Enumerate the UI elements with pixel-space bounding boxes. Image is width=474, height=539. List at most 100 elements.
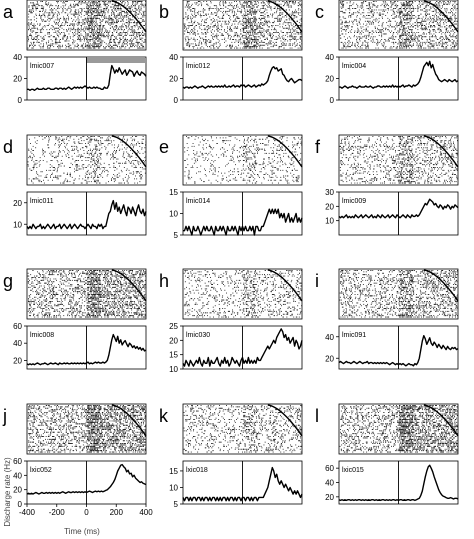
y-tick-label: 40 [13,339,22,348]
y-tick-label: 40 [325,53,334,62]
panel-c: c lmic004 0 20 40 [315,0,459,105]
panel-g: g lmic008 20 40 60 [3,268,147,370]
raster-dots [27,136,147,184]
y-tick-label: 60 [13,322,22,331]
panel-i: i lmic091 20 40 [315,268,459,370]
y-tick-label: 30 [325,188,334,197]
y-tick-label: 20 [325,202,334,211]
onset-curve [423,404,459,437]
y-tick-label: 40 [13,471,22,480]
psth-series-line [26,199,147,230]
psth-series-line [182,65,303,89]
y-tick-label: 15 [169,188,178,197]
raster-dots [183,270,303,318]
x-axis-label: Time (ms) [64,527,100,536]
y-tick-label: 10 [325,217,334,226]
psth-series-line [338,464,459,502]
psth-series-line [182,466,303,502]
unit-label: lmic008 [30,332,54,339]
panel-letter: l [315,406,319,426]
psth-series-line [183,208,303,236]
raster-dots [183,405,303,453]
y-tick-label: 0 [18,500,23,509]
unit-label: lmic030 [186,332,210,339]
x-tick-label: -200 [49,508,66,517]
onset-curve [111,135,147,168]
panel-e: e lmic014 5 10 15 [159,134,303,240]
y-tick-label: 40 [325,333,334,342]
y-tick-label: 20 [169,75,178,84]
panel-b: b lmic012 0 20 40 [159,0,303,105]
panel-letter: k [159,406,169,426]
panel-letter: c [315,2,324,22]
raster-dots [339,1,459,49]
panel-d: d lmic011 10 20 [3,134,147,236]
y-tick-label: 20 [13,486,22,495]
y-tick-label: 60 [13,457,22,466]
y-tick-label: 10 [13,220,22,229]
y-tick-label: 5 [174,500,179,509]
onset-curve [267,404,303,437]
x-tick-label: -400 [19,508,36,517]
y-tick-label: 20 [169,336,178,345]
panel-letter: f [315,137,321,157]
stimulus-bar [86,58,146,63]
onset-curve [267,135,303,168]
y-tick-label: 20 [13,356,22,365]
unit-label: lmic004 [342,63,366,70]
unit-label: lmic011 [30,198,54,205]
psth-series-line [182,328,303,367]
panel-letter: a [3,2,14,22]
panels-layer: a lmic007 0 20 40 b lmic012 0 20 40 c lmic004 0 20 40 d… [2,0,459,517]
y-tick-label: 20 [13,199,22,208]
onset-curve [267,269,303,302]
psth-series-line [26,333,147,366]
y-tick-label: 10 [169,365,178,374]
y-axis-label: Discharge rate (Hz) [3,457,12,527]
panel-l: l lxic015 20 40 60 [315,403,459,505]
panel-letter: e [159,137,169,157]
raster-dots [27,270,147,318]
panel-h: h lmic030 10 15 20 25 [159,268,303,374]
unit-label: lmic009 [342,198,366,205]
y-tick-label: 15 [169,351,178,360]
unit-label: lxic015 [342,467,364,474]
y-tick-label: 20 [325,75,334,84]
panel-f: f lmic009 10 20 30 [315,134,459,236]
panel-letter: h [159,271,169,291]
y-tick-label: 40 [325,479,334,488]
onset-curve [423,269,459,302]
y-tick-label: 20 [325,493,334,502]
panel-j: j lxic052 0 20 40 60 -400 -200 0 200 400 [2,403,153,517]
psth-series-line [27,64,147,92]
unit-label: lxic052 [30,467,52,474]
y-tick-label: 0 [330,96,335,105]
raster-dots [183,1,303,49]
panel-letter: b [159,2,169,22]
unit-label: lmic007 [30,63,54,70]
y-tick-label: 10 [169,483,178,492]
y-tick-label: 40 [13,53,22,62]
panel-a: a lmic007 0 20 40 [3,0,147,105]
y-tick-label: 0 [174,96,179,105]
y-tick-label: 25 [169,322,178,331]
panel-letter: j [2,406,7,426]
panel-letter: d [3,137,13,157]
unit-label: lmic091 [342,332,366,339]
psth-series-line [338,198,459,219]
onset-curve [111,0,147,33]
onset-curve [423,0,459,33]
y-tick-label: 5 [174,231,179,240]
raster-dots [339,270,459,318]
onset-curve [111,404,147,437]
y-tick-label: 15 [169,467,178,476]
y-tick-label: 40 [169,53,178,62]
onset-curve [423,135,459,168]
y-tick-label: 0 [18,96,23,105]
psth-series-line [339,60,459,89]
raster-dots [27,405,147,453]
psth-series-line [26,463,147,495]
y-tick-label: 60 [325,464,334,473]
y-tick-label: 10 [169,210,178,219]
onset-curve [111,269,147,302]
